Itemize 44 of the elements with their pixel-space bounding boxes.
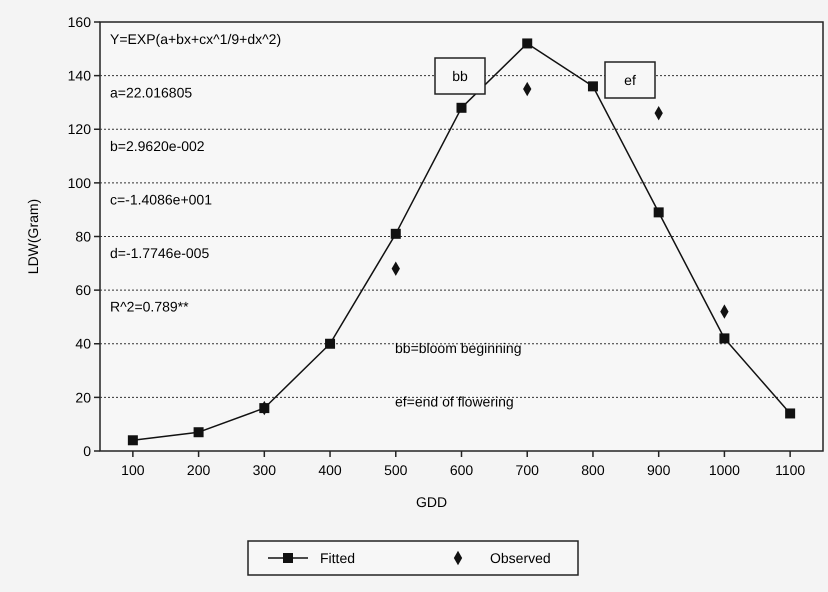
- legend-label: Observed: [490, 550, 551, 566]
- x-tick-label: 700: [516, 462, 540, 478]
- x-tick-label: 800: [581, 462, 605, 478]
- point: [588, 81, 598, 92]
- y-tick-label: 60: [75, 282, 92, 298]
- y-tick-label: 0: [83, 442, 92, 459]
- y-tick-label: 100: [68, 174, 92, 191]
- x-axis-title: GDD: [416, 494, 448, 510]
- annotation: Y=EXP(a+bx+cx^1/9+dx^2): [110, 31, 282, 47]
- x-tick-label: 400: [318, 462, 342, 478]
- annotation: R^2=0.789**: [110, 298, 190, 314]
- x-tick-label: 500: [384, 462, 408, 478]
- x-tick-label: 600: [450, 462, 474, 478]
- y-tick-label: 140: [68, 68, 92, 84]
- x-tick-label: 200: [186, 462, 210, 478]
- annotation: ef=end of flowering: [395, 394, 514, 410]
- point: [390, 228, 401, 239]
- annotation: b=2.9620e-002: [110, 138, 205, 154]
- point: [522, 38, 532, 48]
- annotation: bb: [452, 68, 468, 84]
- point: [456, 102, 466, 113]
- y-tick-label: 40: [75, 336, 92, 352]
- x-tick-label: 300: [252, 462, 276, 478]
- point: [654, 207, 664, 218]
- y-tick-label: 20: [75, 389, 92, 406]
- annotation: ef: [624, 72, 636, 88]
- annotation: bb=bloom beginning: [395, 340, 522, 356]
- annotation: a=22.016805: [110, 84, 192, 100]
- y-tick-label: 120: [68, 121, 92, 138]
- x-tick-label: 100: [121, 462, 145, 478]
- y-tick-label: 160: [68, 14, 92, 30]
- y-axis-title: LDW(Gram): [25, 198, 41, 274]
- x-tick-label: 900: [647, 462, 671, 478]
- point: [719, 333, 730, 344]
- annotation: d=-1.7746e-005: [110, 245, 210, 261]
- x-tick-label: 1100: [775, 462, 806, 478]
- point: [785, 408, 796, 418]
- annotation: c=-1.4086e+001: [110, 192, 212, 208]
- point: [128, 435, 138, 446]
- legend-label: Fitted: [320, 550, 356, 566]
- point: [325, 338, 336, 349]
- point: [194, 427, 204, 438]
- y-tick-label: 80: [75, 228, 92, 244]
- x-tick-label: 1000: [708, 462, 740, 478]
